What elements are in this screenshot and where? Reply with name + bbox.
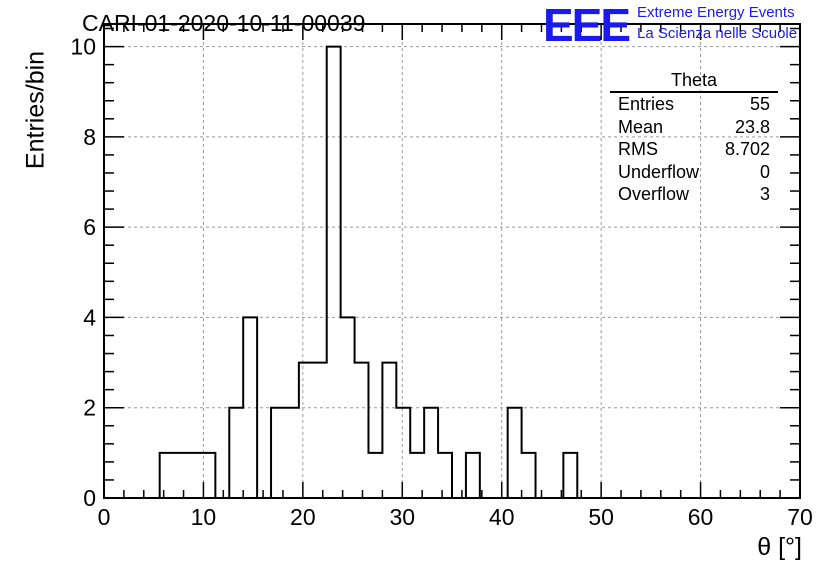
x-axis-label: θ [°]	[757, 533, 802, 561]
histogram-bin	[285, 408, 299, 498]
histogram-bin	[327, 47, 341, 498]
stats-value: 0	[759, 161, 770, 182]
x-tick-label: 20	[290, 504, 316, 530]
histogram-bin	[299, 363, 313, 498]
histogram-bin	[396, 408, 410, 498]
x-tick-label: 40	[489, 504, 515, 530]
stats-value: 8.702	[724, 139, 770, 159]
x-tick-label: 60	[688, 504, 714, 530]
histogram-bin	[174, 453, 188, 498]
stats-label: RMS	[618, 139, 658, 159]
stats-row-rms: RMS 8.702	[610, 138, 778, 161]
histogram-bin	[563, 453, 577, 498]
eee-logo: EEE	[543, 0, 631, 51]
stats-row-entries: Entries 55	[610, 93, 778, 116]
stats-row-overflow: Overflow 3	[610, 183, 778, 206]
y-tick-label: 2	[83, 395, 96, 421]
eee-logo-line2: La Scienza nelle Scuole	[637, 25, 798, 42]
eee-logo-line1: Extreme Energy Events	[637, 4, 795, 21]
histogram-bin	[508, 408, 522, 498]
histogram-bin	[382, 363, 396, 498]
histogram-bin	[271, 408, 285, 498]
chart-title: CARI-01-2020-10-11-00039	[82, 10, 366, 36]
y-axis-label: Entries/bin	[21, 50, 50, 170]
stats-row-mean: Mean 23.8	[610, 116, 778, 139]
stats-label: Mean	[618, 116, 664, 137]
histogram-bin	[424, 408, 438, 498]
histogram-bin	[188, 453, 202, 498]
stats-row-underflow: Underflow 0	[610, 161, 778, 184]
grid-lines	[104, 24, 800, 498]
plot-frame	[103, 23, 801, 499]
y-tick-label: 4	[83, 304, 96, 330]
histogram-bin	[466, 453, 480, 498]
histogram-bin	[160, 453, 174, 498]
histogram-bin	[438, 453, 452, 498]
histogram-bin	[368, 453, 382, 498]
stats-value: 23.8	[734, 116, 770, 137]
histogram-bin	[522, 453, 536, 498]
x-tick-label: 50	[588, 504, 614, 530]
stats-title: Theta	[610, 70, 778, 93]
histogram-bin	[355, 363, 369, 498]
stats-box: Theta Entries 55 Mean 23.8 RMS 8.702 Und…	[610, 70, 778, 206]
y-tick-label: 8	[83, 124, 96, 150]
x-tick-label: 70	[787, 504, 813, 530]
x-tick-label: 0	[98, 504, 111, 530]
axis-ticks	[103, 24, 801, 499]
x-tick-label: 10	[191, 504, 217, 530]
stats-label: Entries	[618, 94, 675, 114]
y-tick-label: 0	[83, 485, 96, 511]
y-tick-label: 6	[83, 214, 96, 240]
histogram-bin	[313, 363, 327, 498]
x-tick-label: 30	[389, 504, 415, 530]
histogram-bin	[229, 408, 243, 498]
stats-value: 55	[749, 94, 770, 114]
stats-label: Underflow	[618, 161, 700, 182]
stats-label: Overflow	[618, 184, 690, 204]
y-tick-label: 10	[70, 34, 96, 60]
stats-value: 3	[759, 184, 770, 204]
